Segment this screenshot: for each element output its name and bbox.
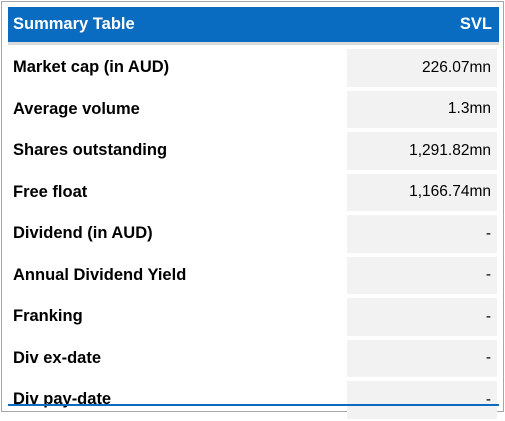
row-label: Div ex-date [13,348,102,367]
table-title: Summary Table [13,15,135,33]
row-value: 1,166.74mn [347,173,497,211]
summary-table: Summary Table SVL Market cap (in AUD) 22… [8,7,499,419]
row-label: Average volume [13,99,140,118]
table-header: Summary Table SVL [8,7,499,45]
row-label: Shares outstanding [13,141,168,160]
table-row-market-cap: Market cap (in AUD) 226.07mn [8,47,499,89]
row-value: - [347,215,497,253]
table-row-free-float: Free float 1,166.74mn [8,172,499,214]
table-body: Market cap (in AUD) 226.07mn Average vol… [8,47,499,421]
row-value: 1,291.82mn [347,132,497,170]
table-row-div-ex-date: Div ex-date - [8,338,499,380]
table-row-div-pay-date: Div pay-date - [8,379,499,421]
row-label: Market cap (in AUD) [13,58,170,77]
row-label: Franking [13,307,83,326]
row-label: Div pay-date [13,390,112,409]
row-value: - [347,256,497,294]
row-value: - [347,381,497,419]
row-value: 1.3mn [347,90,497,128]
table-row-average-volume: Average volume 1.3mn [8,89,499,131]
table-row-franking: Franking - [8,296,499,338]
row-value: - [347,339,497,377]
row-label: Annual Dividend Yield [13,265,187,284]
table-row-dividend: Dividend (in AUD) - [8,213,499,255]
table-bottom-border [8,404,499,406]
row-value: 226.07mn [347,49,497,87]
ticker-symbol: SVL [459,15,492,33]
row-label: Dividend (in AUD) [13,224,153,243]
row-value: - [347,298,497,336]
table-row-shares-outstanding: Shares outstanding 1,291.82mn [8,130,499,172]
table-row-annual-dividend-yield: Annual Dividend Yield - [8,255,499,297]
row-label: Free float [13,182,88,201]
